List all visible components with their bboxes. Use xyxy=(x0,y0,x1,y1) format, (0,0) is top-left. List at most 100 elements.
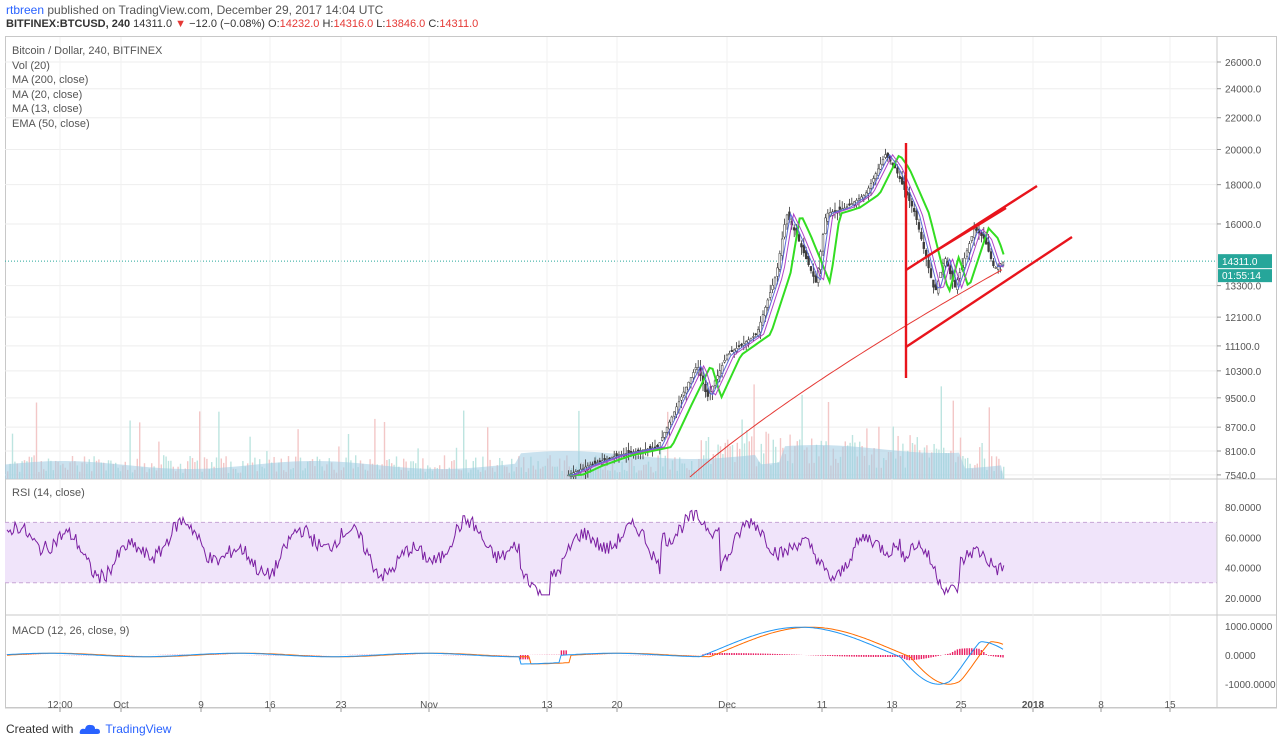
candle-body xyxy=(718,370,721,377)
volume-bar xyxy=(707,437,710,479)
candle-body xyxy=(965,250,969,257)
candle-body xyxy=(915,210,918,220)
change-value: −12.0 (−0.08%) xyxy=(189,18,265,30)
candle-body xyxy=(901,177,904,185)
candle-body xyxy=(997,265,1000,270)
volume-bar xyxy=(163,455,165,479)
time-tick-label: 9 xyxy=(198,700,204,711)
ema50-line xyxy=(568,154,1005,476)
volume-bar xyxy=(746,430,748,479)
trend-line xyxy=(905,235,1073,349)
volume-bar xyxy=(801,394,803,479)
candle-body xyxy=(783,224,786,238)
footer: Created with TradingView xyxy=(6,722,171,736)
candles xyxy=(567,148,1005,479)
tradingview-logo[interactable]: TradingView xyxy=(79,722,171,736)
candle-body xyxy=(989,251,993,259)
macd-tick-label: 1000.0000 xyxy=(1225,622,1273,633)
candle-body xyxy=(992,260,995,267)
candle-body xyxy=(728,353,731,356)
author-link[interactable]: rtbreen xyxy=(6,3,45,17)
time-tick-label: 12:00 xyxy=(47,700,72,711)
candle-body xyxy=(826,212,829,222)
candle-body xyxy=(845,206,849,209)
grid-lines xyxy=(5,37,1277,708)
candle-body xyxy=(824,217,827,234)
legend-ema50[interactable]: EMA (50, close) xyxy=(12,117,90,130)
volume-bar xyxy=(988,407,990,479)
candle-body xyxy=(797,234,801,242)
volume-bar xyxy=(158,441,160,479)
candle-body xyxy=(877,168,880,176)
candle-body xyxy=(629,451,633,453)
volume-bars xyxy=(5,384,1005,479)
ma200-line xyxy=(689,269,1003,478)
volume-bar xyxy=(779,438,782,479)
trend-drawings[interactable] xyxy=(904,143,1073,378)
volume-bar xyxy=(165,456,167,479)
price-tick-label: 10300.0 xyxy=(1225,367,1262,378)
candle-body xyxy=(872,178,875,183)
legend-ma13[interactable]: MA (13, close) xyxy=(12,103,83,115)
candle-body xyxy=(680,396,683,401)
candle-body xyxy=(778,253,781,270)
volume-bar xyxy=(297,429,299,479)
candle-body xyxy=(814,275,817,283)
symbol-label: BITFINEX:BTCUSD, 240 xyxy=(6,18,131,30)
brand-name: TradingView xyxy=(105,722,172,736)
candle-body xyxy=(627,450,630,454)
price-tick-label: 8700.0 xyxy=(1225,423,1256,434)
volume-bar xyxy=(463,410,465,479)
candle-body xyxy=(927,259,930,269)
main-legend: Bitcoin / Dollar, 240, BITFINEX Vol (20)… xyxy=(12,44,162,131)
candle-body xyxy=(723,359,726,363)
price-axis[interactable]: 26000.0 24000.0 22000.0 20000.0 18000.0 16000… xyxy=(1216,37,1276,708)
rsi-path xyxy=(6,509,1005,597)
volume-bar xyxy=(765,431,767,479)
candle-body xyxy=(761,314,765,326)
trend-line xyxy=(933,206,1007,254)
rsi-tick-label: 60.0000 xyxy=(1225,533,1262,544)
time-tick-label: 18 xyxy=(886,700,898,711)
candle-body xyxy=(725,354,729,360)
created-with-label: Created with xyxy=(6,722,74,736)
candle-body xyxy=(759,321,762,333)
candle-body xyxy=(980,232,983,236)
candle-body xyxy=(776,267,779,277)
candle-body xyxy=(668,421,671,430)
candle-body xyxy=(608,457,611,460)
candle-body xyxy=(685,386,688,394)
legend-ma20[interactable]: MA (20, close) xyxy=(12,88,83,101)
candle-body xyxy=(591,463,594,466)
open-label: O: xyxy=(268,18,280,30)
rsi-legend[interactable]: RSI (14, close) xyxy=(12,487,85,499)
candle-body xyxy=(773,277,777,289)
volume-bar xyxy=(760,443,762,479)
macd-legend[interactable]: MACD (12, 26, close, 9) xyxy=(12,625,130,637)
down-arrow-icon: ▼ xyxy=(175,18,187,30)
candle-body xyxy=(879,163,882,170)
candle-body xyxy=(922,242,925,249)
countdown-badge xyxy=(1218,269,1272,283)
candle-body xyxy=(704,383,707,393)
legend-ma200[interactable]: MA (200, close) xyxy=(12,74,89,86)
candle-body xyxy=(665,426,669,433)
macd-tick-label: 0.0000 xyxy=(1225,651,1256,662)
volume-bar xyxy=(455,447,458,479)
candle-body xyxy=(953,280,957,288)
candle-body xyxy=(881,159,885,165)
time-tick-label: 15 xyxy=(1164,700,1176,711)
candle-body xyxy=(805,250,808,260)
legend-vol[interactable]: Vol (20) xyxy=(12,59,50,72)
time-tick-label: 25 xyxy=(955,700,967,711)
time-axis[interactable]: 12:00 Oct 9 16 23 Nov 13 20 Dec 11 18 25 2018 8 15 xyxy=(5,700,1277,712)
volume-bar xyxy=(753,384,755,479)
candle-body xyxy=(994,267,997,269)
candle-body xyxy=(673,411,676,417)
volume-bar xyxy=(139,422,141,479)
legend-title: Bitcoin / Dollar, 240, BITFINEX xyxy=(12,45,163,57)
candle-body xyxy=(694,367,697,370)
candle-body xyxy=(910,200,913,207)
volume-bar xyxy=(741,419,743,479)
